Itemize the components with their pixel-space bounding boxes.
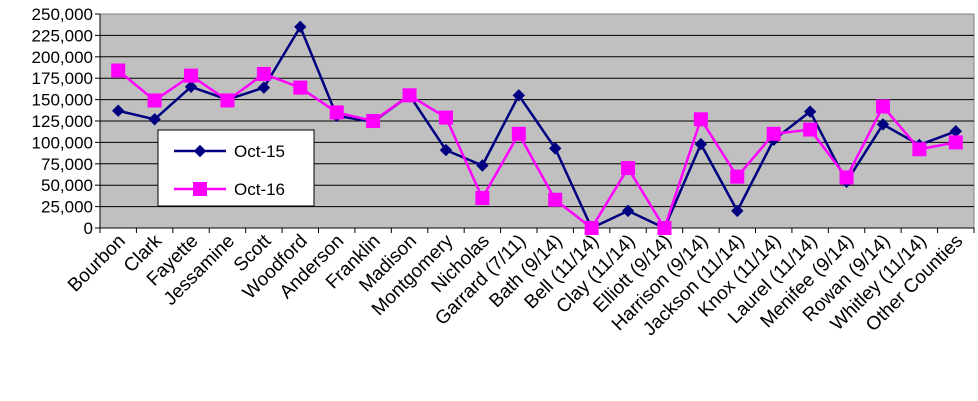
data-point bbox=[766, 126, 781, 141]
data-point bbox=[476, 159, 489, 172]
data-point bbox=[511, 126, 526, 141]
legend: Oct-15 Oct-16 bbox=[157, 129, 315, 207]
data-point bbox=[111, 63, 126, 78]
data-point bbox=[257, 81, 271, 94]
legend-label: Oct-16 bbox=[234, 180, 285, 199]
y-tick-label: 150,000 bbox=[32, 91, 93, 110]
data-point bbox=[839, 170, 854, 185]
data-point bbox=[657, 221, 672, 235]
legend-swatch-marker bbox=[193, 144, 207, 158]
data-point bbox=[329, 105, 344, 120]
legend-box bbox=[157, 129, 315, 207]
x-tick-label: Bourbon bbox=[64, 231, 130, 297]
data-point bbox=[148, 113, 161, 126]
data-point bbox=[147, 93, 162, 108]
data-point bbox=[621, 161, 636, 176]
y-tick-label: 75,000 bbox=[41, 155, 93, 174]
y-tick-label: 125,000 bbox=[32, 112, 93, 131]
data-point bbox=[366, 114, 381, 128]
y-tick-label: 225,000 bbox=[32, 26, 93, 45]
y-axis: 0 25,000 50,000 75,000 100,000 125,000 150,000… bbox=[32, 5, 101, 238]
y-tick-label: 25,000 bbox=[41, 198, 93, 217]
y-tick-label: 0 bbox=[84, 219, 93, 238]
data-point bbox=[184, 80, 198, 93]
y-tick-label: 50,000 bbox=[41, 176, 93, 195]
data-point bbox=[512, 89, 525, 102]
data-point bbox=[693, 112, 708, 127]
data-point bbox=[730, 169, 745, 184]
data-point bbox=[184, 68, 199, 83]
data-point bbox=[876, 118, 890, 131]
x-axis: BourbonClarkFayetteJessamineScottWoodfor… bbox=[64, 227, 975, 340]
data-point bbox=[256, 66, 271, 81]
data-point bbox=[112, 104, 125, 117]
data-point bbox=[584, 221, 599, 235]
data-point bbox=[294, 20, 307, 34]
y-tick-label: 175,000 bbox=[32, 69, 93, 88]
data-point bbox=[912, 142, 927, 157]
data-point bbox=[694, 137, 708, 151]
data-point bbox=[293, 80, 308, 95]
data-point bbox=[548, 192, 563, 207]
data-point bbox=[803, 122, 818, 137]
data-point bbox=[438, 110, 453, 125]
series-group bbox=[111, 20, 963, 235]
y-tick-label: 250,000 bbox=[32, 5, 93, 24]
data-point bbox=[803, 105, 817, 118]
series-oct-16 bbox=[111, 63, 963, 235]
data-point bbox=[402, 88, 417, 103]
y-tick-label: 200,000 bbox=[32, 48, 93, 67]
legend-label: Oct-15 bbox=[234, 142, 285, 161]
data-point bbox=[875, 99, 890, 114]
data-point bbox=[475, 191, 490, 206]
data-point bbox=[549, 142, 562, 155]
data-point bbox=[948, 135, 963, 150]
y-tick-label: 100,000 bbox=[32, 133, 93, 152]
data-point bbox=[439, 143, 453, 157]
data-point bbox=[220, 93, 235, 108]
legend-swatch-marker bbox=[193, 182, 207, 196]
data-point bbox=[621, 204, 635, 218]
data-point bbox=[731, 204, 744, 218]
